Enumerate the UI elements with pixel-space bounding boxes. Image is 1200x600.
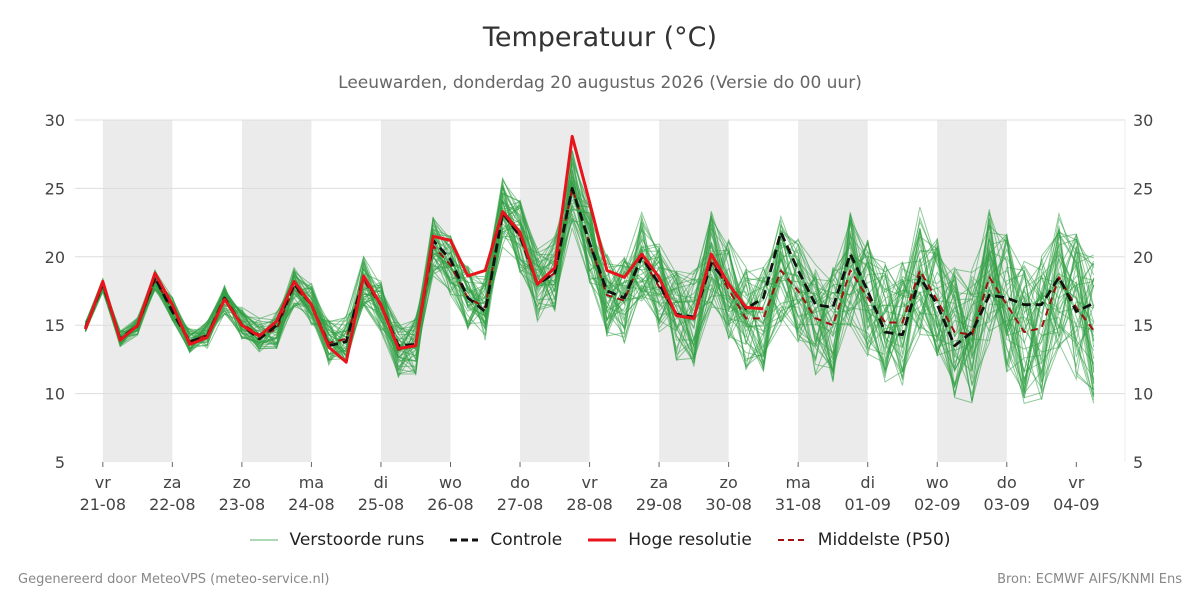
x-tick-date: 02-09 <box>914 495 961 514</box>
y-tick-label-right: 25 <box>1133 179 1153 198</box>
perturbed-run-line <box>84 180 1095 404</box>
legend-item-hires: Hoge resolutie <box>588 530 752 550</box>
x-tick-day: wo <box>439 473 462 492</box>
x-tick-date: 21-08 <box>80 495 127 514</box>
y-tick-label-left: 30 <box>45 111 65 130</box>
x-tick-day: vr <box>582 473 598 492</box>
x-tick-day: wo <box>926 473 949 492</box>
y-tick-label-left: 15 <box>45 316 65 335</box>
x-tick-date: 30-08 <box>705 495 752 514</box>
x-tick-date: 25-08 <box>358 495 405 514</box>
y-tick-label-right: 15 <box>1133 316 1153 335</box>
perturbed-run-line <box>84 155 1095 383</box>
x-tick-date: 24-08 <box>288 495 335 514</box>
x-tick-date: 28-08 <box>566 495 613 514</box>
x-tick-day: do <box>510 473 530 492</box>
x-tick-day: do <box>997 473 1017 492</box>
perturbed-run-line <box>84 213 1095 391</box>
shaded-band <box>380 120 451 462</box>
x-tick-day: za <box>163 473 181 492</box>
x-tick-date: 01-09 <box>844 495 891 514</box>
x-tick-day: vr <box>95 473 111 492</box>
chart-subtitle: Leeuwarden, donderdag 20 augustus 2026 (… <box>338 73 862 93</box>
series-line-controle <box>84 186 1095 348</box>
y-tick-label-right: 30 <box>1133 111 1153 130</box>
x-tick-day: ma <box>299 473 324 492</box>
x-tick-date: 23-08 <box>219 495 266 514</box>
x-tick-date: 27-08 <box>497 495 544 514</box>
footer-credit: Gegenereerd door MeteoVPS (meteo-service… <box>18 572 330 587</box>
chart-title: Temperatuur (°C) <box>482 22 718 53</box>
x-tick-date: 26-08 <box>427 495 474 514</box>
legend-item-median: Middelste (P50) <box>777 530 951 550</box>
footer-source: Bron: ECMWF AIFS/KNMI Ens <box>997 572 1182 587</box>
x-tick-date: 03-09 <box>984 495 1031 514</box>
perturbed-run-line <box>84 180 1095 387</box>
x-tick-date: 22-08 <box>149 495 196 514</box>
y-tick-label-right: 20 <box>1133 248 1153 267</box>
legend-label-hires: Hoge resolutie <box>628 530 752 550</box>
x-tick-day: di <box>860 473 875 492</box>
x-tick-date: 04-09 <box>1053 495 1100 514</box>
y-tick-label-right: 10 <box>1133 385 1153 404</box>
legend-swatch-perturbed <box>249 539 278 541</box>
x-tick-day: zo <box>720 473 738 492</box>
legend-item-control: Controle <box>450 530 562 550</box>
legend-swatch-hires <box>588 538 617 542</box>
x-tick-day: vr <box>1068 473 1084 492</box>
series-line-hoge-resolutie <box>84 134 764 364</box>
x-tick-date: 29-08 <box>636 495 683 514</box>
x-tick-day: ma <box>785 473 810 492</box>
x-tick-day: za <box>650 473 668 492</box>
y-tick-label-left: 20 <box>45 248 65 267</box>
x-tick-date: 31-08 <box>775 495 822 514</box>
legend-label-median: Middelste (P50) <box>817 530 951 550</box>
x-tick-day: di <box>374 473 389 492</box>
y-tick-label-right: 5 <box>1133 453 1143 472</box>
legend-swatch-median <box>777 539 806 541</box>
legend-item-perturbed: Verstoorde runs <box>249 530 425 550</box>
x-tick-day: zo <box>233 473 251 492</box>
y-tick-label-left: 10 <box>45 385 65 404</box>
y-tick-label-left: 5 <box>55 453 65 472</box>
perturbed-run-line <box>84 151 1095 393</box>
legend-label-perturbed: Verstoorde runs <box>289 530 425 550</box>
legend-label-control: Controle <box>490 530 563 550</box>
perturbed-run-line <box>84 187 1095 402</box>
y-tick-label-left: 25 <box>45 179 65 198</box>
legend-swatch-control <box>450 538 479 542</box>
chart-legend: Verstoorde runs Controle Hoge resolutie … <box>0 530 1200 550</box>
